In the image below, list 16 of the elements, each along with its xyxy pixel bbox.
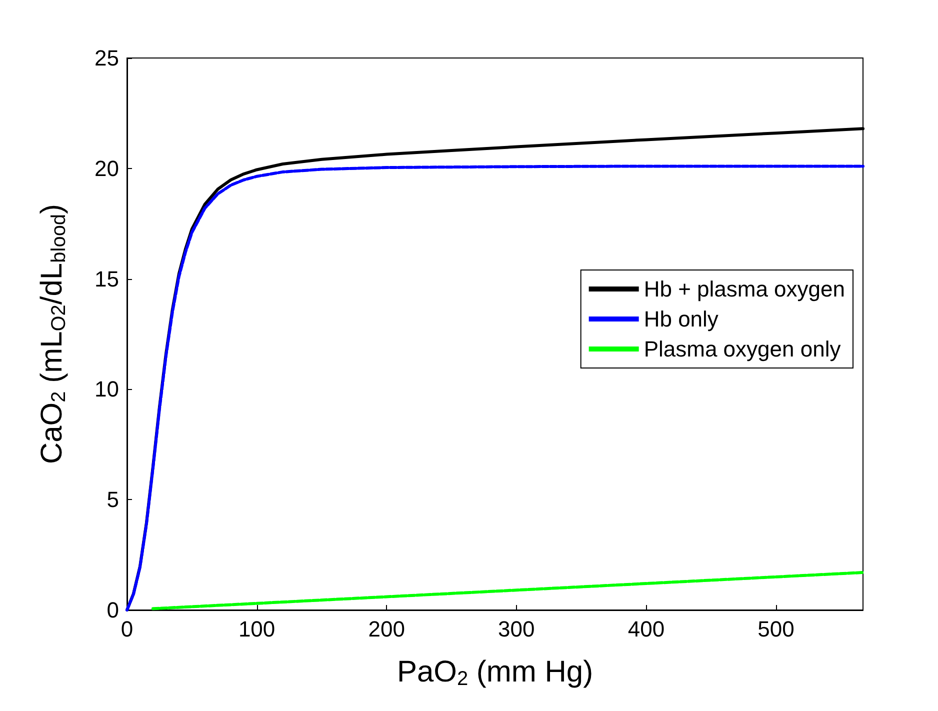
- line-series: [151, 570, 864, 610]
- x-tick-label: 400: [628, 616, 665, 642]
- legend-label: Hb + plasma oxygen: [644, 276, 846, 302]
- y-tick-label: 25: [94, 46, 119, 70]
- y-tick-label: 5: [106, 487, 119, 512]
- y-tick-label: 0: [106, 598, 119, 622]
- y-tick-label: 15: [94, 266, 119, 292]
- x-tick-label: 100: [238, 616, 276, 642]
- legend-label: Plasma oxygen only: [644, 336, 841, 362]
- x-tick-label: 300: [498, 616, 535, 642]
- legend-label: Hb only: [644, 306, 718, 332]
- y-tick-label: 10: [94, 376, 119, 402]
- y-axis-title: CaO2 (mLO2/dLblood): [36, 204, 70, 464]
- x-tick-label: 200: [368, 616, 405, 642]
- x-tick-label: 500: [758, 616, 794, 642]
- y-tick-label: 20: [94, 156, 119, 181]
